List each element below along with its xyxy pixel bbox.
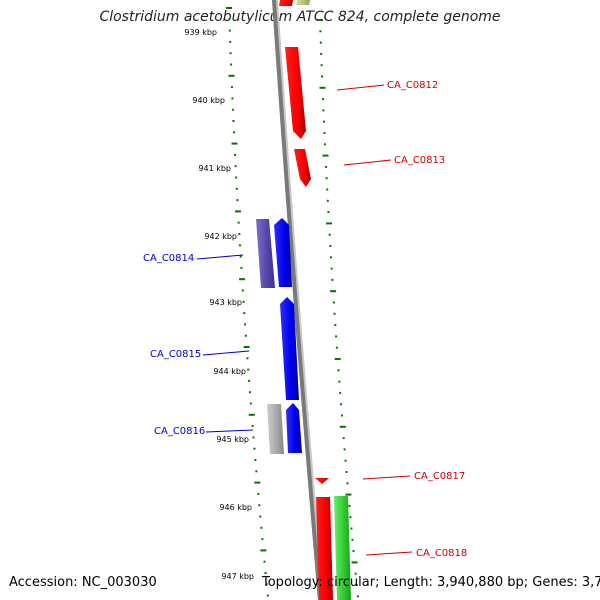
gene-top-red-feature bbox=[279, 0, 293, 6]
scale-ticks-right bbox=[317, 19, 359, 598]
accession-label: Accession: NC_003030 bbox=[9, 575, 157, 590]
gene-label-CA_C0818[interactable]: CA_C0818 bbox=[416, 548, 467, 559]
gene-CA_C0814-arrow bbox=[274, 218, 292, 287]
gene-CA_C0814-companion bbox=[256, 219, 275, 288]
scale-ticks-left bbox=[226, 7, 269, 597]
scale-label-940: 940 kbp bbox=[192, 96, 225, 105]
gene-CA_C0812-arrow bbox=[285, 47, 306, 139]
gene-CA_C0816-companion bbox=[267, 404, 284, 454]
gene-label-CA_C0813[interactable]: CA_C0813 bbox=[394, 155, 445, 166]
scale-label-941: 941 kbp bbox=[198, 164, 231, 173]
gene-CA_C0818-arrow bbox=[316, 497, 333, 600]
scale-label-947: 947 kbp bbox=[221, 572, 254, 581]
gene-CA_C0816-arrow bbox=[286, 403, 302, 453]
leader-CA_C0817 bbox=[362, 475, 411, 480]
gene-label-CA_C0817[interactable]: CA_C0817 bbox=[414, 471, 465, 482]
leader-CA_C0816 bbox=[205, 429, 254, 433]
gene-CA_C0815-arrow bbox=[280, 297, 299, 400]
genome-backbone bbox=[272, 0, 322, 600]
leader-CA_C0815 bbox=[202, 350, 250, 356]
gene-green-feature bbox=[334, 496, 351, 600]
scale-label-946: 946 kbp bbox=[219, 503, 252, 512]
scale-label-945: 945 kbp bbox=[216, 435, 249, 444]
gene-CA_C0813-arrow bbox=[294, 149, 311, 187]
genome-title: Clostridium acetobutylicum ATCC 824, com… bbox=[99, 9, 501, 25]
scale-label-942: 942 kbp bbox=[204, 232, 237, 241]
gene-label-CA_C0812[interactable]: CA_C0812 bbox=[387, 80, 438, 91]
leader-CA_C0812 bbox=[336, 84, 385, 91]
leader-CA_C0818 bbox=[365, 551, 413, 556]
gene-label-CA_C0814[interactable]: CA_C0814 bbox=[143, 253, 194, 264]
gene-top-olive-feature bbox=[296, 0, 310, 5]
scale-label-944: 944 kbp bbox=[213, 367, 246, 376]
gene-label-CA_C0816[interactable]: CA_C0816 bbox=[154, 426, 205, 437]
leader-CA_C0813 bbox=[343, 159, 392, 166]
scale-label-939: 939 kbp bbox=[184, 28, 217, 37]
leader-CA_C0814 bbox=[196, 254, 244, 260]
scale-label-943: 943 kbp bbox=[209, 298, 242, 307]
genome-summary: Topology: circular; Length: 3,940,880 bp… bbox=[262, 575, 600, 590]
gene-CA_C0817-arrow bbox=[315, 478, 329, 484]
gene-label-CA_C0815[interactable]: CA_C0815 bbox=[150, 349, 201, 360]
